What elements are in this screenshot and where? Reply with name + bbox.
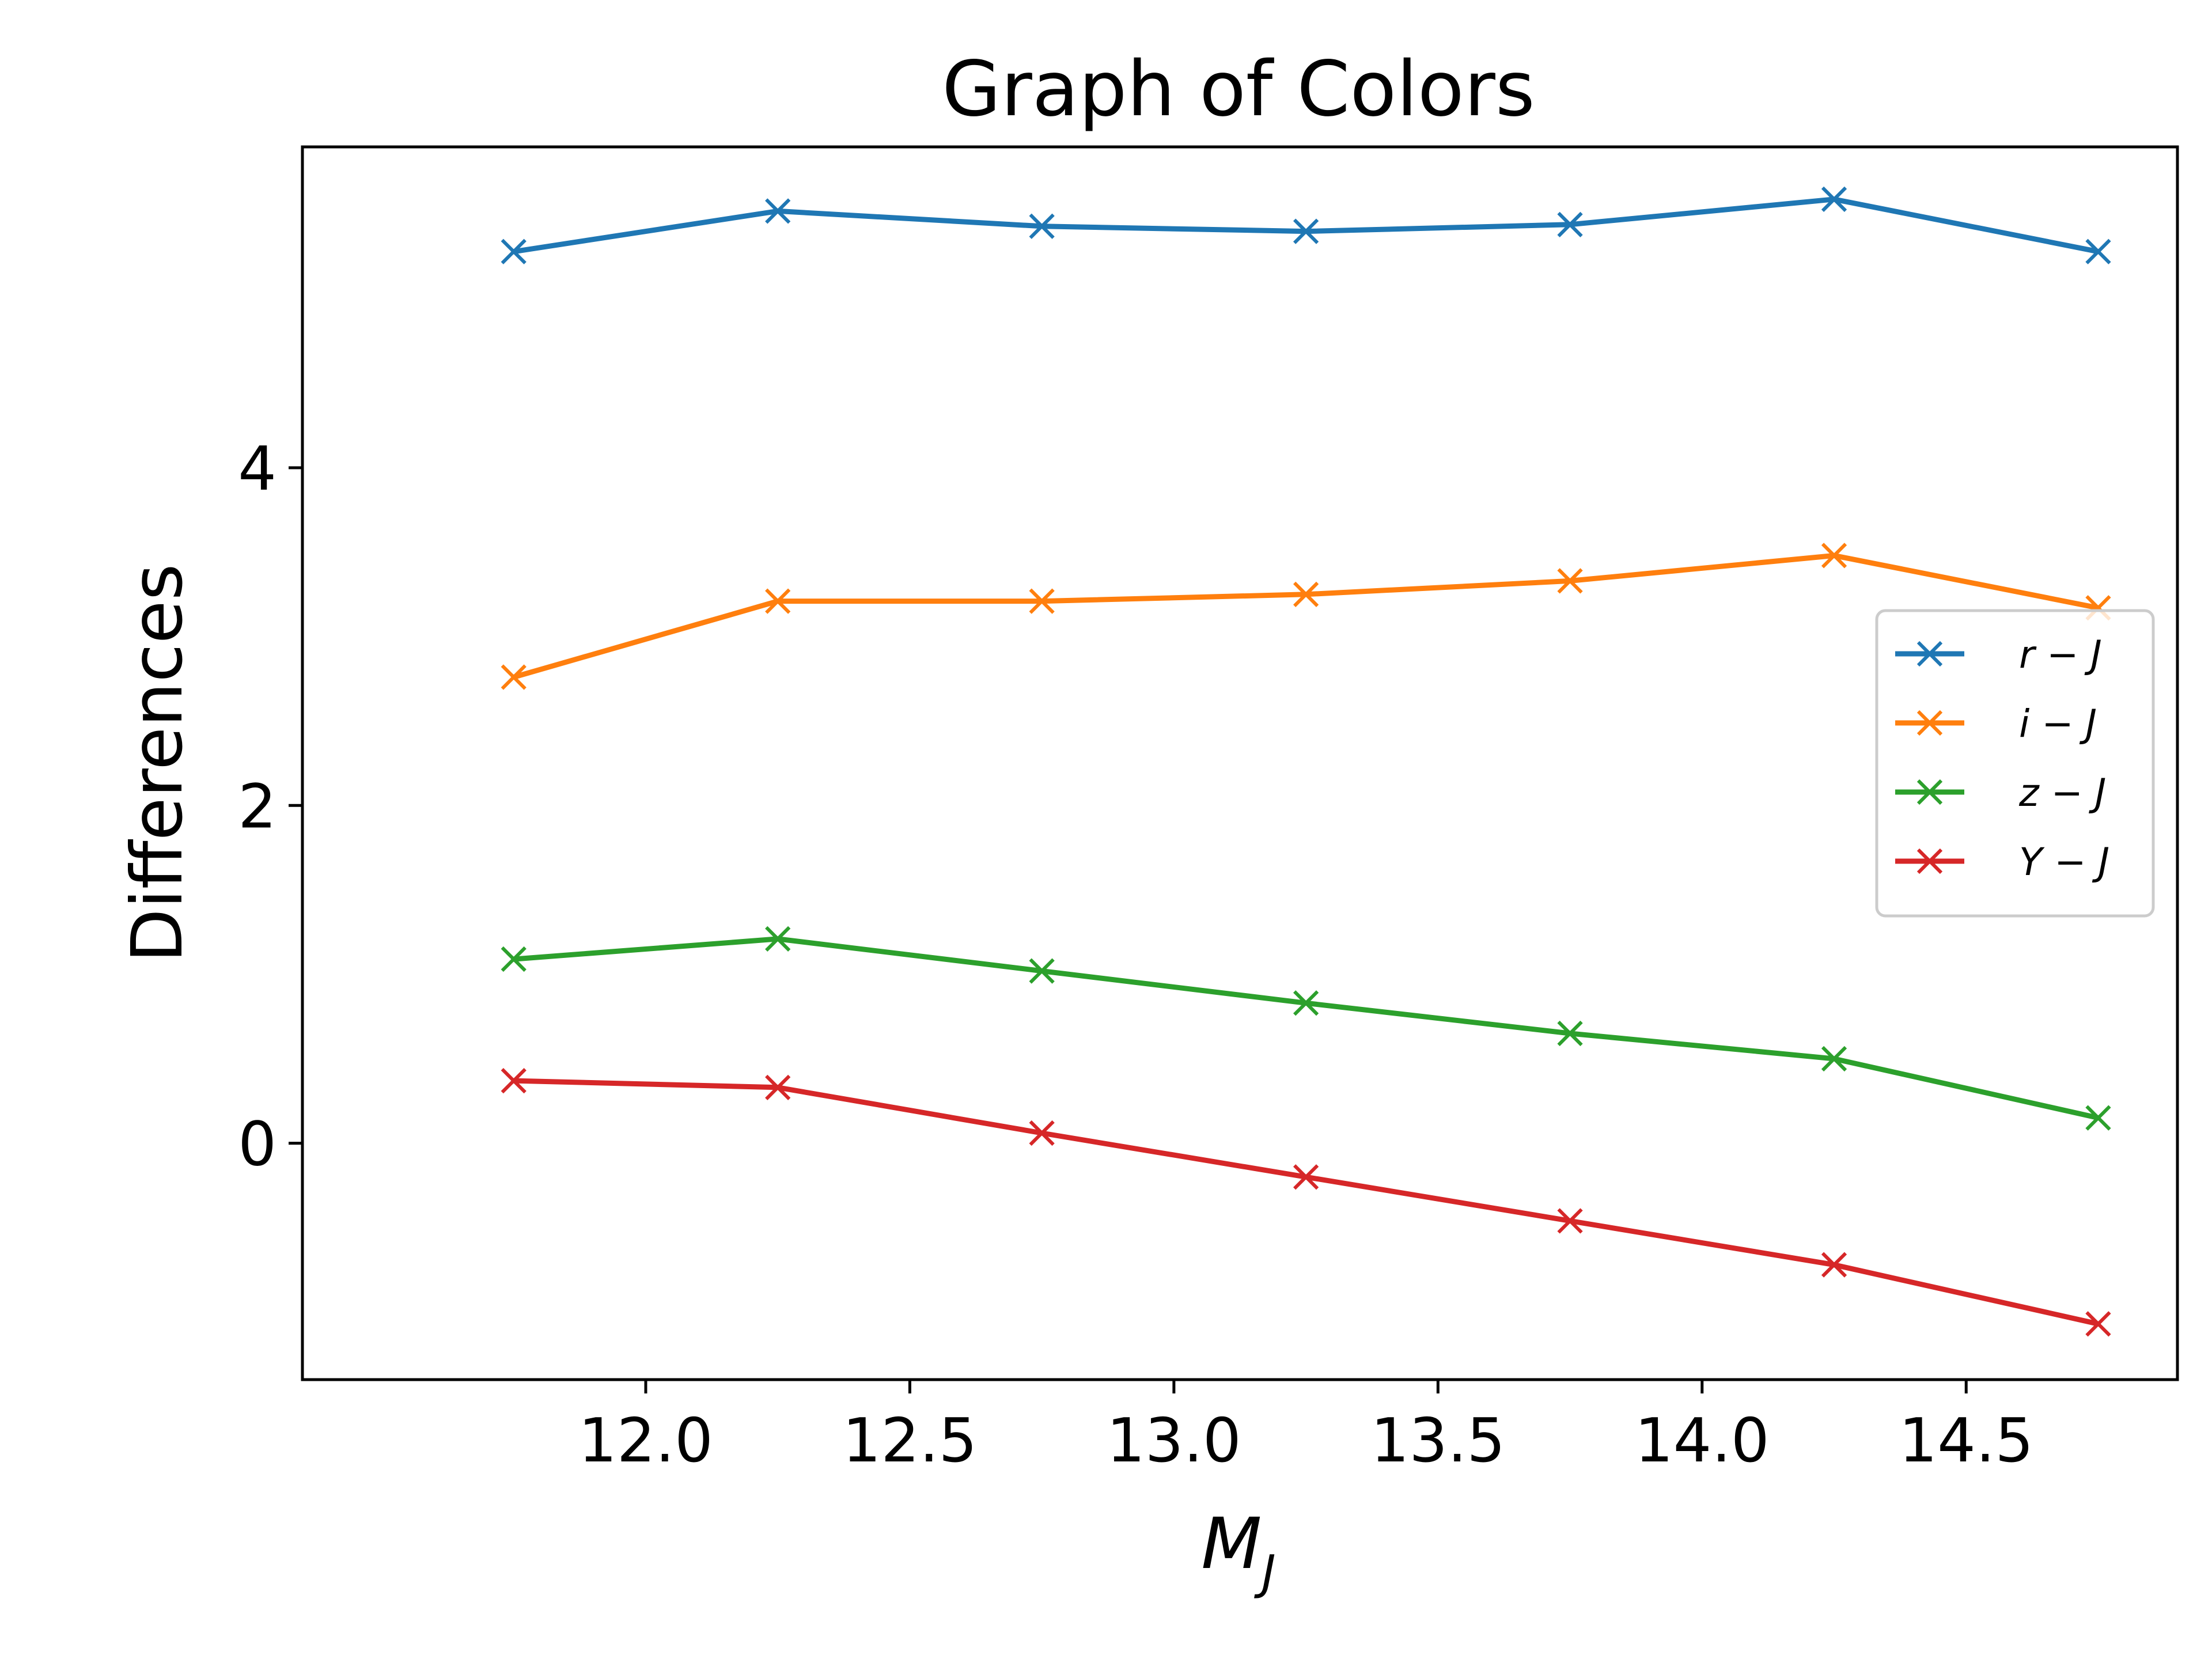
series-layer bbox=[501, 186, 2111, 1337]
legend-label: z − J bbox=[2018, 771, 2106, 815]
x-tick-label: 14.0 bbox=[1635, 1406, 1770, 1476]
data-point bbox=[765, 198, 791, 224]
x-axis-label-main: M bbox=[1201, 1503, 1262, 1585]
x-axis: 12.0 12.5 13.0 13.5 14.0 14.5 bbox=[578, 1380, 2033, 1476]
data-point bbox=[1293, 218, 1319, 244]
y-tick-label: 0 bbox=[238, 1109, 276, 1180]
legend-marker bbox=[1916, 779, 1943, 805]
data-point bbox=[1821, 1046, 1847, 1072]
y-tick-label: 4 bbox=[238, 434, 276, 504]
x-tick-label: 13.0 bbox=[1107, 1406, 1241, 1476]
data-point bbox=[1821, 543, 1847, 569]
data-point bbox=[1029, 213, 1055, 239]
data-point bbox=[501, 238, 527, 264]
data-point bbox=[1293, 990, 1319, 1016]
data-point bbox=[1293, 581, 1319, 607]
legend-entry: z − J bbox=[1895, 771, 2106, 815]
data-point bbox=[765, 588, 791, 614]
legend-frame bbox=[1875, 609, 2155, 918]
legend-label: i − J bbox=[2019, 702, 2097, 746]
plot-area bbox=[301, 145, 2179, 1381]
data-point bbox=[1821, 186, 1847, 212]
data-point bbox=[1821, 1252, 1847, 1278]
plot-frame bbox=[301, 145, 2179, 1381]
data-point bbox=[501, 1068, 527, 1094]
legend-label: r − J bbox=[2019, 632, 2102, 677]
data-point bbox=[501, 664, 527, 690]
x-tick-label: 14.5 bbox=[1899, 1406, 2033, 1476]
data-point bbox=[1029, 588, 1055, 614]
data-point bbox=[1293, 1164, 1319, 1190]
y-axis: 0 2 4 bbox=[238, 434, 302, 1180]
data-point bbox=[2085, 238, 2111, 264]
y-axis-label: Differences bbox=[116, 564, 198, 963]
y-tick-label: 2 bbox=[238, 771, 276, 842]
data-point bbox=[1557, 211, 1583, 237]
data-point bbox=[1557, 568, 1583, 594]
data-point bbox=[1029, 1120, 1055, 1146]
data-point bbox=[2085, 1105, 2111, 1131]
data-point bbox=[1557, 1208, 1583, 1234]
legend-entry: r − J bbox=[1895, 632, 2102, 677]
x-tick-label: 12.0 bbox=[578, 1406, 713, 1476]
data-point bbox=[765, 926, 791, 952]
legend-label: Y − J bbox=[2019, 840, 2109, 884]
data-point bbox=[2085, 1311, 2111, 1337]
data-point bbox=[501, 946, 527, 972]
legend-entry: i − J bbox=[1895, 702, 2097, 746]
chart-title: Graph of Colors bbox=[942, 45, 1535, 134]
x-tick-label: 13.5 bbox=[1370, 1406, 1505, 1476]
legend: r − J i − J z − J Y − J bbox=[1875, 609, 2155, 918]
legend-entry: Y − J bbox=[1895, 840, 2109, 884]
data-point bbox=[765, 1074, 791, 1100]
x-tick-label: 12.5 bbox=[843, 1406, 978, 1476]
legend-marker bbox=[1916, 641, 1943, 667]
data-point bbox=[1029, 958, 1055, 984]
data-point bbox=[1557, 1020, 1583, 1047]
legend-marker bbox=[1916, 848, 1943, 874]
legend-marker bbox=[1916, 710, 1943, 736]
